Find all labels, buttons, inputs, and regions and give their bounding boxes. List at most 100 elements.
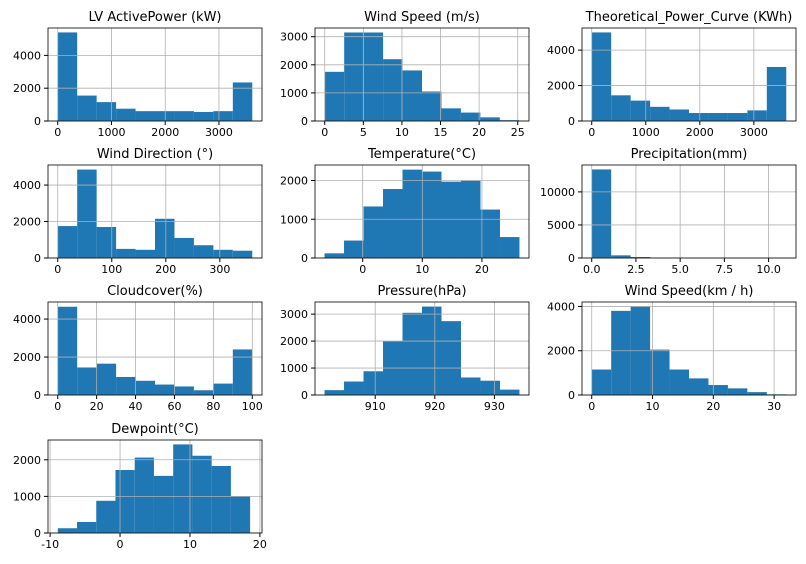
x-tick-label: 1000	[97, 126, 125, 139]
y-tick-label: 3000	[280, 308, 308, 321]
y-tick-label: 2000	[547, 345, 575, 358]
bar	[155, 218, 175, 258]
bar	[630, 257, 651, 258]
bar	[134, 457, 154, 533]
x-tick-label: 1000	[632, 126, 660, 139]
plot-frame	[314, 301, 530, 396]
bar	[422, 171, 442, 258]
y-tick-label: 0	[34, 252, 41, 265]
bar	[499, 237, 520, 258]
x-tick-label: 30	[767, 400, 781, 413]
chart-title: Wind Speed (m/s)	[364, 10, 480, 25]
bar	[344, 381, 364, 395]
bar	[324, 71, 345, 121]
bar	[689, 378, 709, 395]
y-tick-label: 2000	[280, 175, 308, 188]
x-tick-label: 10	[646, 400, 660, 413]
bar	[441, 108, 461, 121]
plot-frame	[47, 164, 263, 259]
x-tick-label: 0	[117, 538, 124, 551]
bar	[193, 245, 214, 258]
x-tick-label: 15	[434, 126, 448, 139]
bar	[232, 82, 253, 121]
bar	[174, 111, 194, 121]
x-tick-label: 0	[588, 400, 595, 413]
bar	[480, 380, 500, 395]
bar	[402, 312, 422, 395]
x-tick-label: 0	[359, 263, 366, 276]
bar	[174, 237, 194, 258]
bar	[650, 106, 670, 121]
plot-frame	[581, 164, 797, 259]
bar	[747, 392, 767, 395]
y-tick-label: 1000	[280, 362, 308, 375]
bar	[213, 383, 233, 395]
bar	[213, 111, 233, 121]
bar	[77, 367, 97, 395]
y-tick-label: 5000	[547, 219, 575, 232]
bar	[708, 113, 728, 121]
bar	[441, 321, 461, 395]
plot-frame	[581, 301, 797, 396]
x-tick-label: 100	[101, 263, 122, 276]
x-tick-label: 0.0	[583, 263, 601, 276]
x-tick-label: 5	[360, 126, 367, 139]
x-tick-label: 20	[472, 126, 486, 139]
bar	[77, 169, 97, 258]
y-tick-label: 4000	[547, 44, 575, 57]
x-tick-label: 0	[588, 126, 595, 139]
bar	[135, 380, 155, 395]
y-tick-label: 4000	[13, 49, 41, 62]
bar	[155, 111, 175, 121]
x-tick-label: 20	[475, 263, 489, 276]
bar	[363, 32, 384, 121]
x-tick-label: 930	[484, 400, 505, 413]
bar	[383, 59, 403, 121]
bar	[611, 310, 631, 395]
bar	[480, 117, 500, 121]
y-tick-label: 0	[34, 115, 41, 128]
bar	[591, 32, 612, 121]
bar	[669, 109, 689, 121]
y-tick-label: 10000	[540, 186, 575, 199]
y-tick-label: 4000	[547, 300, 575, 313]
x-tick-label: 0	[54, 126, 61, 139]
bar	[499, 389, 520, 395]
bar	[480, 209, 500, 258]
x-tick-label: 10	[183, 538, 197, 551]
y-tick-label: 2000	[547, 80, 575, 93]
chart-title: Precipitation(mm)	[631, 147, 748, 162]
bar	[77, 95, 97, 121]
bar	[174, 386, 194, 395]
bar	[344, 32, 364, 121]
y-tick-label: 1000	[280, 87, 308, 100]
plot-frame	[581, 27, 797, 122]
bar	[727, 113, 748, 121]
bar	[402, 70, 422, 121]
bar	[611, 95, 631, 121]
x-tick-label: 10.0	[756, 263, 781, 276]
x-tick-label: 20	[253, 538, 267, 551]
bar	[116, 376, 136, 395]
bar	[422, 306, 442, 395]
y-tick-label: 2000	[13, 454, 41, 467]
bar	[344, 240, 364, 258]
chart-title: Pressure(hPa)	[377, 284, 466, 299]
bar	[324, 390, 345, 395]
y-tick-label: 4000	[13, 179, 41, 192]
bar	[499, 120, 520, 121]
chart-title: Wind Speed(km / h)	[625, 284, 754, 299]
bar	[708, 385, 728, 395]
chart-title: Theoretical_Power_Curve (KWh)	[585, 10, 793, 25]
y-tick-label: 4000	[13, 313, 41, 326]
bar	[460, 112, 481, 121]
chart-title: Temperature(°C)	[367, 147, 476, 162]
bar	[630, 100, 651, 121]
y-tick-label: 1000	[13, 490, 41, 503]
y-tick-label: 0	[34, 527, 41, 540]
bar	[669, 369, 689, 395]
chart-title: Cloudcover(%)	[107, 284, 203, 299]
x-tick-label: 80	[206, 400, 220, 413]
bar	[96, 102, 117, 121]
